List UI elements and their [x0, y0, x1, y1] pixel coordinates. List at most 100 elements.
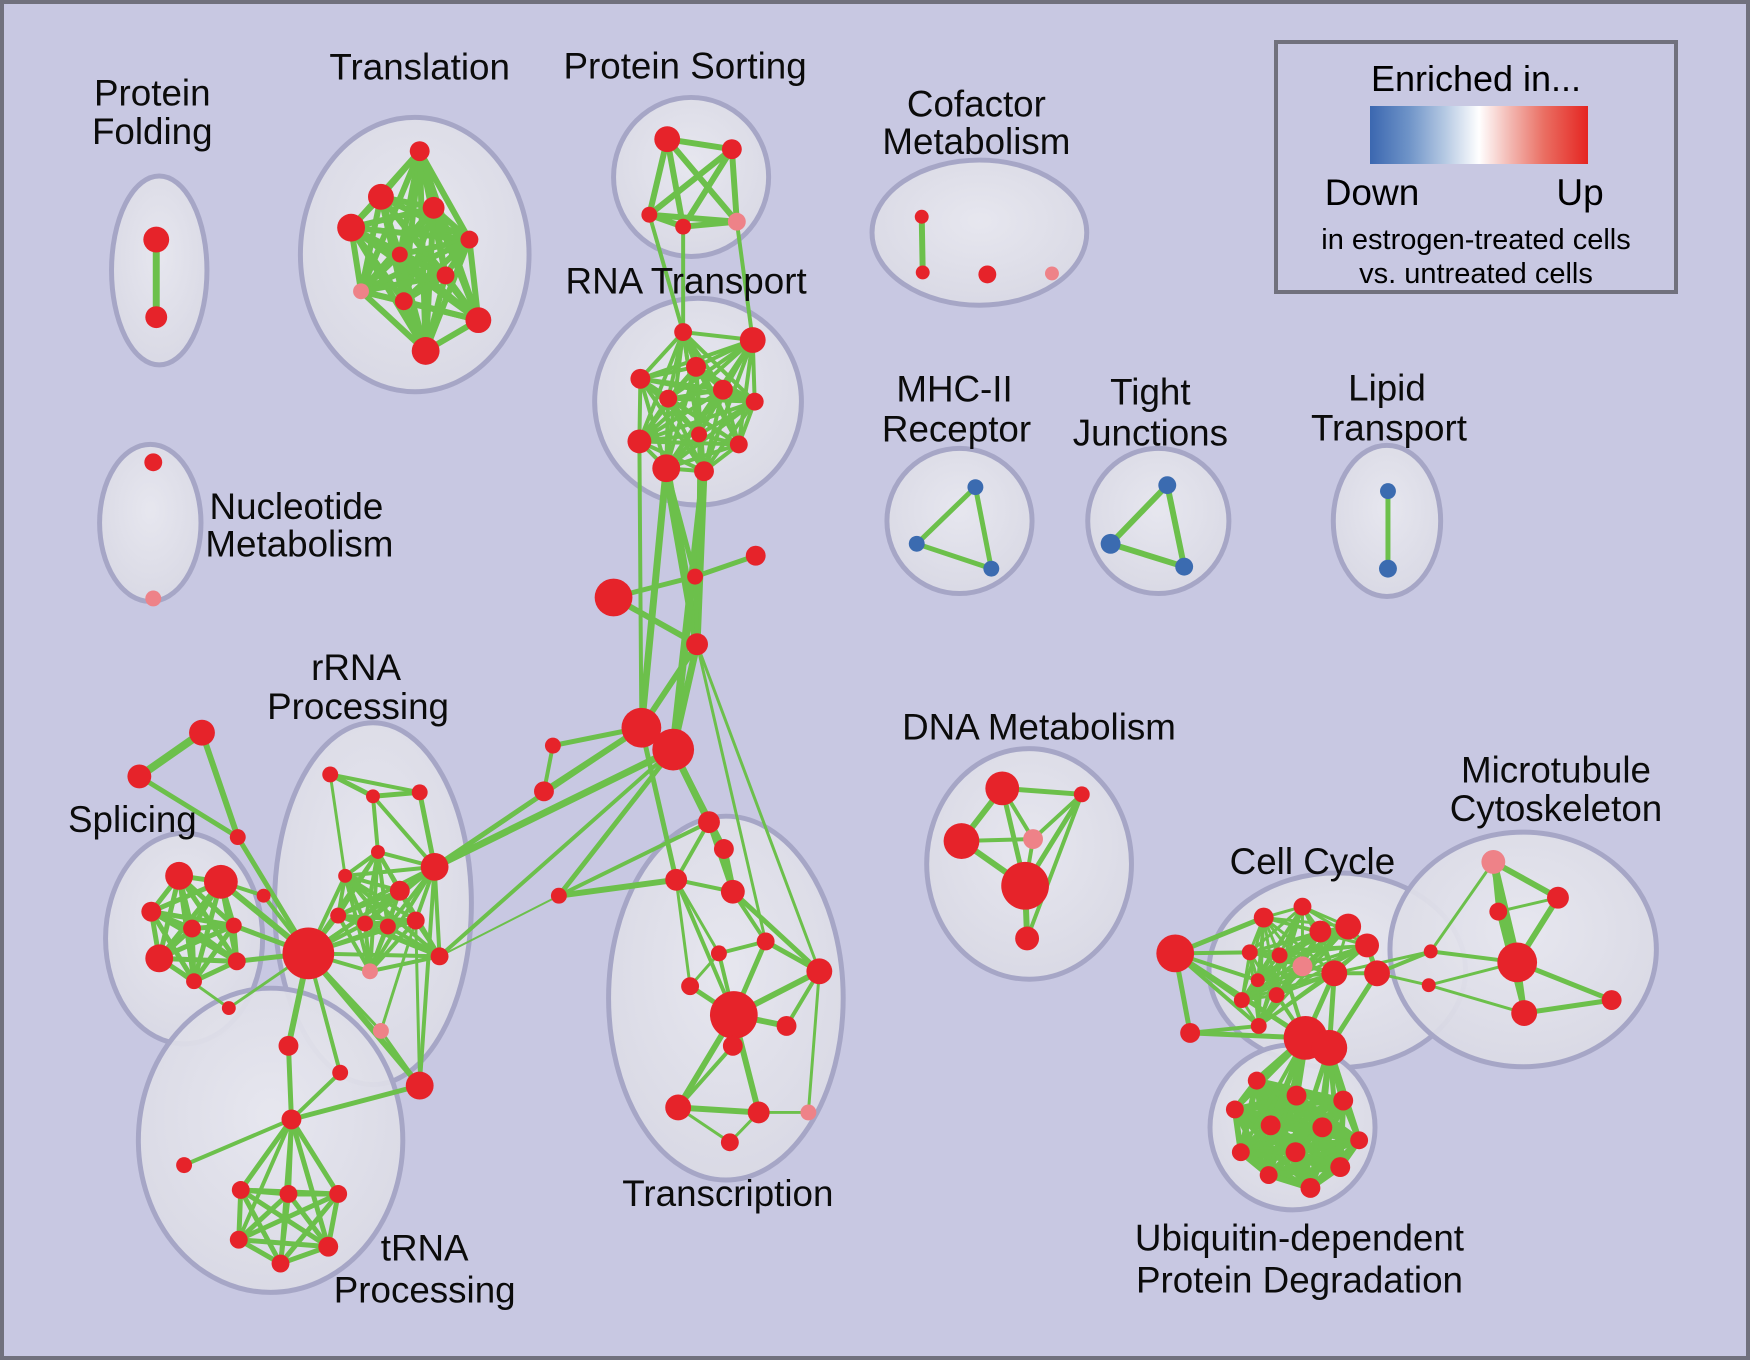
- cluster-label-cofactor-metabolism: Metabolism: [882, 121, 1070, 162]
- edge: [368, 918, 418, 974]
- edge: [1240, 964, 1304, 1002]
- edge: [734, 219, 755, 342]
- edge: [730, 889, 822, 974]
- gene-set-node-76: [406, 911, 425, 930]
- edge: [278, 1191, 341, 1267]
- gene-set-node-23: [739, 327, 766, 353]
- edge: [1107, 540, 1188, 570]
- gene-set-node-57: [203, 864, 238, 899]
- edge: [1326, 1045, 1343, 1170]
- edge: [664, 136, 740, 225]
- edge: [638, 725, 679, 883]
- gene-set-node-132: [1547, 886, 1569, 909]
- gene-set-node-29: [691, 426, 707, 443]
- gene-set-node-81: [278, 1035, 299, 1056]
- gene-set-node-51: [621, 707, 662, 748]
- edge: [1265, 1164, 1344, 1179]
- network-nodes: [127, 126, 1622, 1273]
- cluster-label-nucleotide-metabolism: Metabolism: [205, 524, 393, 565]
- edge: [637, 464, 670, 732]
- cluster-label-microtubule-cytoskeleton: Microtubule: [1461, 749, 1651, 790]
- gene-set-node-77: [430, 947, 449, 966]
- edge: [637, 387, 725, 444]
- gene-set-node-55: [550, 887, 567, 904]
- cluster-ellipse-protein-sorting: [611, 94, 772, 259]
- edge: [1427, 983, 1526, 1015]
- edge: [1278, 943, 1369, 957]
- edge: [674, 820, 711, 882]
- edge: [238, 1187, 284, 1267]
- edge: [695, 642, 821, 973]
- edge: [327, 771, 376, 799]
- gene-set-node-32: [652, 454, 681, 483]
- gene-set-node-89: [229, 1230, 248, 1249]
- edge: [199, 729, 241, 841]
- gene-set-node-147: [1285, 1142, 1306, 1163]
- edge: [396, 251, 482, 324]
- edge: [806, 969, 821, 1114]
- gene-set-node-46: [229, 829, 246, 846]
- edge: [702, 399, 757, 474]
- gene-set-node-93: [713, 839, 734, 859]
- gene-set-node-49: [745, 545, 766, 566]
- edge: [555, 876, 680, 899]
- edge: [1490, 858, 1561, 901]
- gene-set-node-83: [405, 1071, 434, 1100]
- gene-set-node-140: [1286, 1085, 1307, 1106]
- gene-set-node-22: [674, 323, 693, 342]
- gene-set-node-110: [1023, 829, 1044, 849]
- cluster-label-rrna-processing: rRNA: [311, 647, 401, 688]
- gene-set-node-91: [271, 1254, 290, 1273]
- edge: [638, 376, 706, 474]
- edge: [285, 1043, 294, 1122]
- edge: [437, 747, 676, 959]
- edge: [692, 553, 759, 580]
- edge: [379, 919, 418, 1033]
- gene-set-node-70: [338, 868, 353, 883]
- cluster-label-ubiquitin-degradation: Ubiquitin-dependent: [1135, 1218, 1464, 1259]
- gene-set-node-30: [627, 429, 652, 454]
- gene-set-node-137: [1423, 944, 1438, 959]
- gene-set-node-85: [176, 1157, 193, 1174]
- edge: [375, 849, 390, 929]
- gene-set-node-9: [353, 283, 369, 300]
- cluster-label-microtubule-cytoskeleton: Cytoskeleton: [1450, 788, 1663, 829]
- gene-set-node-142: [1225, 1100, 1244, 1119]
- gene-set-node-73: [330, 907, 347, 924]
- gene-set-node-34: [144, 453, 163, 472]
- gene-set-node-56: [165, 861, 194, 890]
- gene-set-node-66: [322, 766, 339, 783]
- cluster-label-rna-transport: RNA Transport: [566, 260, 807, 301]
- gene-set-node-84: [281, 1109, 302, 1130]
- legend-subtitle-line2: vs. untreated cells: [1359, 258, 1593, 290]
- legend-title: Enriched in...: [1370, 58, 1582, 99]
- gene-set-node-138: [1421, 978, 1436, 993]
- gene-set-node-118: [1335, 913, 1362, 940]
- gene-set-node-5: [337, 213, 366, 242]
- gene-set-node-122: [1292, 956, 1313, 977]
- cluster-label-tight-junctions: Tight: [1110, 372, 1190, 413]
- gene-set-node-150: [1300, 1178, 1321, 1198]
- edge: [646, 136, 671, 218]
- edge: [637, 399, 757, 444]
- gene-set-node-68: [411, 784, 428, 801]
- legend-gradient-bar: [1370, 106, 1588, 164]
- edge: [637, 439, 741, 447]
- gene-set-node-79: [362, 963, 378, 980]
- gene-set-node-94: [665, 868, 688, 891]
- edge: [1031, 792, 1084, 842]
- gene-set-node-69: [370, 845, 385, 859]
- edge: [238, 1116, 294, 1193]
- gene-set-node-144: [1312, 1117, 1333, 1138]
- gene-set-node-99: [681, 977, 700, 996]
- edge: [1238, 1035, 1308, 1155]
- gene-set-node-71: [389, 880, 410, 901]
- edge: [1164, 482, 1188, 570]
- gene-set-node-38: [983, 560, 1000, 577]
- gene-set-node-72: [420, 852, 449, 881]
- edge: [189, 926, 240, 964]
- gene-set-node-8: [436, 266, 455, 285]
- edge: [236, 1117, 294, 1242]
